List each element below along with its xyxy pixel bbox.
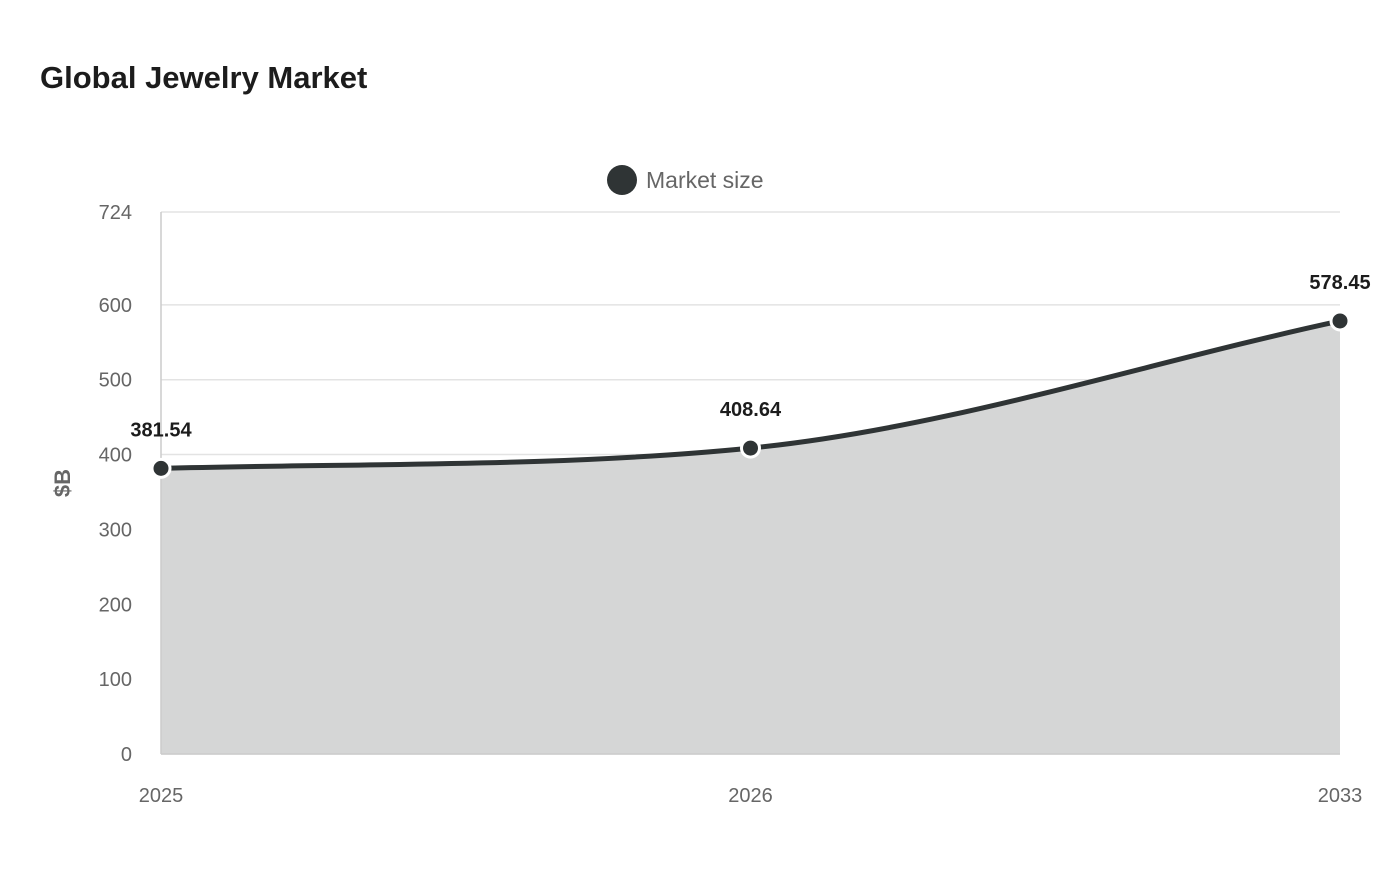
data-point-2025 — [150, 457, 172, 479]
legend-label-market-size: Market size — [646, 167, 764, 193]
x-tick-labels: 2025 2026 2033 — [139, 785, 1363, 807]
y-tick-label-400: 400 — [99, 445, 132, 467]
y-tick-labels: 0 100 200 300 400 500 600 724 — [99, 202, 132, 766]
y-tick-label-500: 500 — [99, 370, 132, 392]
data-label-2033: 578.45 — [1309, 272, 1370, 294]
data-point-2026 — [740, 437, 761, 459]
chart-title: Global Jewelry Market — [40, 60, 368, 95]
x-tick-label-2026: 2026 — [728, 785, 773, 807]
x-tick-label-2033: 2033 — [1318, 785, 1363, 807]
y-axis-label: $B — [50, 469, 75, 497]
legend[interactable]: Market size — [607, 165, 764, 195]
y-tick-label-600: 600 — [99, 295, 132, 317]
data-label-2025: 381.54 — [130, 419, 192, 441]
data-points — [150, 310, 1351, 479]
series-area — [161, 320, 1340, 754]
y-tick-label-200: 200 — [99, 594, 132, 616]
y-tick-label-724: 724 — [99, 202, 132, 224]
data-labels: 381.54 408.64 578.45 — [130, 272, 1370, 441]
y-tick-label-300: 300 — [99, 519, 132, 541]
legend-marker-market-size — [607, 165, 637, 195]
y-tick-label-0: 0 — [121, 744, 132, 766]
y-tick-label-100: 100 — [99, 669, 132, 691]
x-tick-label-2025: 2025 — [139, 785, 184, 807]
data-point-2033 — [1329, 310, 1351, 332]
data-label-2026: 408.64 — [720, 399, 782, 421]
